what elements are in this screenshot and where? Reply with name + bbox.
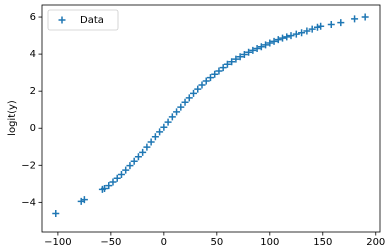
x-tick-label: 150 bbox=[313, 237, 332, 248]
data-point bbox=[313, 23, 321, 31]
data-point bbox=[130, 157, 138, 165]
x-tick-label: 0 bbox=[161, 237, 167, 248]
data-point bbox=[202, 77, 210, 85]
data-point bbox=[337, 19, 345, 27]
data-point bbox=[126, 162, 134, 170]
data-point bbox=[287, 32, 295, 40]
data-point bbox=[245, 48, 253, 56]
data-point bbox=[308, 25, 316, 33]
data-point bbox=[122, 166, 130, 174]
data-point bbox=[173, 108, 181, 116]
data-point bbox=[303, 27, 311, 35]
data-point bbox=[253, 45, 261, 53]
x-tick-label: 100 bbox=[260, 237, 279, 248]
data-point bbox=[283, 33, 291, 41]
data-point bbox=[298, 29, 306, 37]
x-tick-label: −50 bbox=[100, 237, 121, 248]
data-point bbox=[240, 50, 248, 58]
data-point bbox=[168, 113, 176, 121]
data-point bbox=[134, 153, 142, 161]
data-point bbox=[185, 94, 193, 102]
data-point bbox=[228, 58, 236, 66]
data-point bbox=[198, 81, 206, 89]
data-point bbox=[274, 36, 282, 44]
data-point bbox=[270, 37, 278, 45]
data-point bbox=[279, 34, 287, 42]
data-point bbox=[317, 22, 325, 30]
x-tick-label: 200 bbox=[366, 237, 385, 248]
y-axis-label: logit(y) bbox=[7, 100, 18, 136]
data-point bbox=[143, 143, 151, 151]
data-point bbox=[156, 128, 164, 136]
data-point bbox=[327, 20, 335, 28]
x-tick-label: 50 bbox=[210, 237, 223, 248]
x-tick-label: −100 bbox=[44, 237, 71, 248]
data-point bbox=[160, 123, 168, 131]
y-tick-label: 6 bbox=[30, 12, 36, 23]
data-point bbox=[292, 30, 300, 38]
data-point bbox=[147, 138, 155, 146]
data-point bbox=[232, 55, 240, 63]
data-point bbox=[117, 171, 125, 179]
data-point bbox=[211, 70, 219, 78]
data-point bbox=[257, 43, 265, 51]
data-point bbox=[113, 174, 121, 182]
y-tick-label: −4 bbox=[21, 197, 36, 208]
y-tick-label: −2 bbox=[21, 160, 36, 171]
y-tick-label: 4 bbox=[30, 49, 36, 60]
data-point bbox=[194, 85, 202, 93]
data-point bbox=[101, 184, 109, 192]
data-point bbox=[262, 41, 270, 49]
data-point bbox=[105, 182, 113, 190]
data-point bbox=[223, 60, 231, 68]
data-point bbox=[52, 209, 60, 217]
data-point bbox=[139, 148, 147, 156]
y-tick-label: 0 bbox=[30, 123, 36, 134]
data-point bbox=[177, 103, 185, 111]
data-point bbox=[164, 118, 172, 126]
data-point bbox=[249, 46, 257, 54]
data-point bbox=[266, 39, 274, 47]
data-point bbox=[236, 53, 244, 61]
legend-marker bbox=[58, 16, 66, 24]
data-point bbox=[215, 67, 223, 75]
data-point bbox=[219, 64, 227, 72]
data-point bbox=[80, 196, 88, 204]
data-point bbox=[361, 13, 369, 21]
y-tick-label: 2 bbox=[30, 86, 36, 97]
data-point bbox=[206, 74, 214, 82]
data-point bbox=[151, 133, 159, 141]
data-point bbox=[181, 98, 189, 106]
data-point bbox=[109, 178, 117, 186]
legend-label: Data bbox=[80, 15, 104, 26]
legend-box bbox=[47, 9, 119, 31]
data-point bbox=[190, 89, 198, 97]
plot-frame bbox=[41, 4, 381, 233]
data-point bbox=[351, 15, 359, 23]
